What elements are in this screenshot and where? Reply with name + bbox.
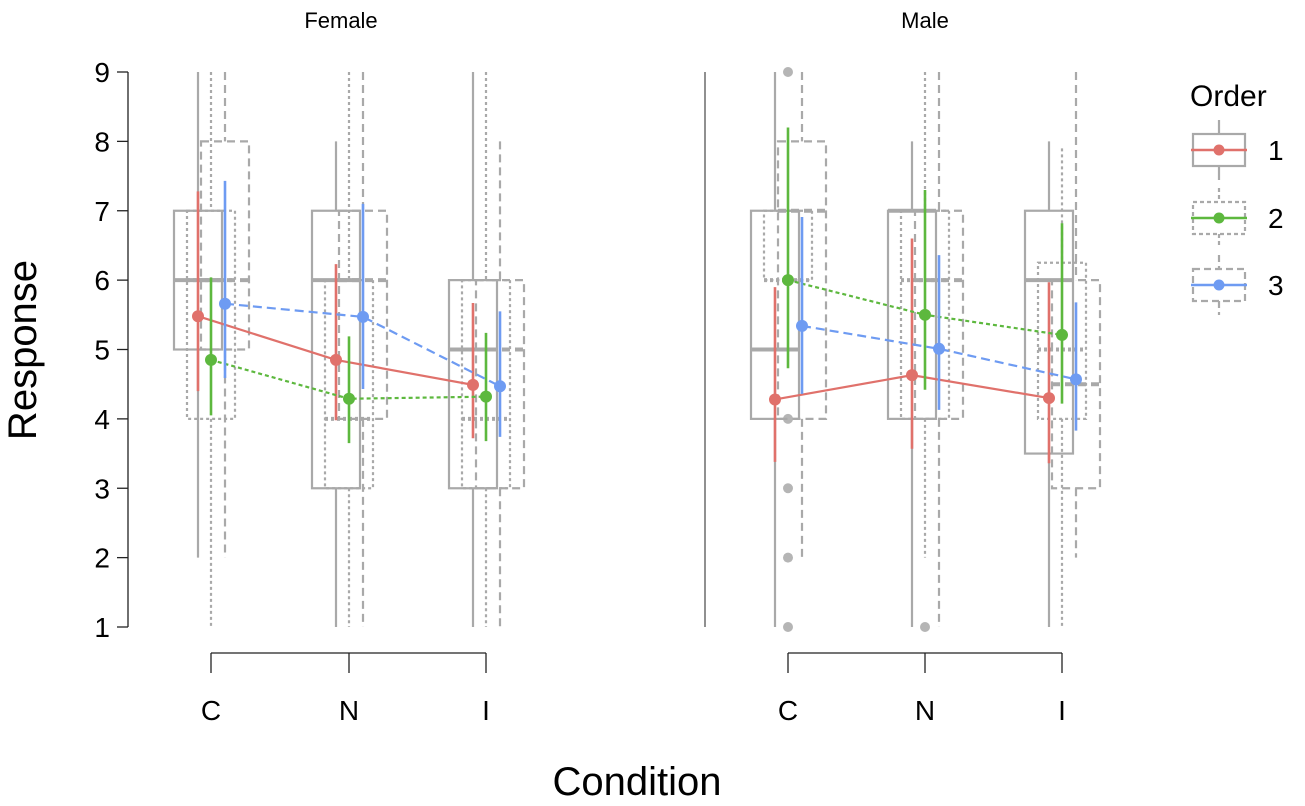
x-tick-label: I [482, 695, 490, 726]
legend-entry-label: 1 [1268, 135, 1284, 166]
box-iqr-order-3 [776, 140, 828, 420]
mean-point-order-3 [219, 297, 231, 310]
box-iqr-order-2 [185, 209, 237, 420]
outlier-point [920, 622, 930, 632]
mean-point-order-2 [480, 390, 492, 403]
x-tick-label: C [201, 695, 221, 726]
box-iqr-order-2 [323, 279, 375, 490]
outlier-point [783, 483, 793, 494]
panel-title-male: Male [901, 8, 949, 33]
mean-point-order-2 [1056, 328, 1068, 341]
y-axis-label: Response [1, 260, 45, 440]
mean-point-order-3 [494, 380, 506, 393]
mean-point-order-1 [1043, 392, 1055, 405]
x-axis-label: Condition [552, 760, 721, 804]
y-tick-label: 4 [94, 404, 110, 435]
y-tick-label: 7 [94, 196, 110, 227]
mean-point-order-2 [919, 308, 931, 321]
outlier-point [783, 552, 793, 563]
y-tick-label: 3 [94, 473, 110, 504]
mean-point-order-1 [769, 393, 781, 406]
legend-entry-label: 3 [1268, 270, 1284, 301]
mean-point-order-2 [205, 353, 217, 366]
mean-point-order-2 [782, 274, 794, 287]
x-tick-label: C [778, 695, 798, 726]
mean-point-order-3 [796, 319, 808, 332]
box-iqr-order-1 [310, 209, 362, 490]
legend-point-icon [1213, 144, 1225, 156]
outlier-point [783, 413, 793, 424]
panel-title-female: Female [304, 8, 377, 33]
box-iqr-order-2 [460, 279, 512, 490]
y-tick-label: 9 [94, 57, 110, 88]
mean-point-order-1 [192, 310, 204, 323]
legend-title: Order [1190, 80, 1267, 113]
mean-point-order-3 [357, 310, 369, 323]
outlier-point [783, 67, 793, 77]
y-tick-label: 5 [94, 335, 110, 366]
outlier-point [783, 622, 793, 632]
legend-entry-label: 2 [1268, 203, 1284, 234]
y-tick-label: 8 [94, 126, 110, 157]
mean-point-order-2 [343, 392, 355, 405]
x-tick-label: I [1058, 695, 1066, 726]
y-tick-label: 6 [94, 265, 110, 296]
x-tick-label: N [339, 695, 359, 726]
mean-point-order-1 [906, 369, 918, 382]
legend-point-icon [1213, 279, 1225, 291]
y-tick-label: 1 [94, 612, 110, 643]
mean-point-order-3 [933, 342, 945, 355]
box-iqr-order-3 [913, 209, 965, 420]
mean-line-order-3 [224, 302, 501, 388]
mean-line-order-3 [801, 324, 1077, 381]
x-tick-label: N [915, 695, 935, 726]
mean-point-order-3 [1070, 373, 1082, 386]
mean-point-order-1 [330, 353, 342, 366]
y-tick-label: 2 [94, 543, 110, 574]
legend-point-icon [1213, 212, 1225, 224]
mean-point-order-1 [467, 378, 479, 391]
